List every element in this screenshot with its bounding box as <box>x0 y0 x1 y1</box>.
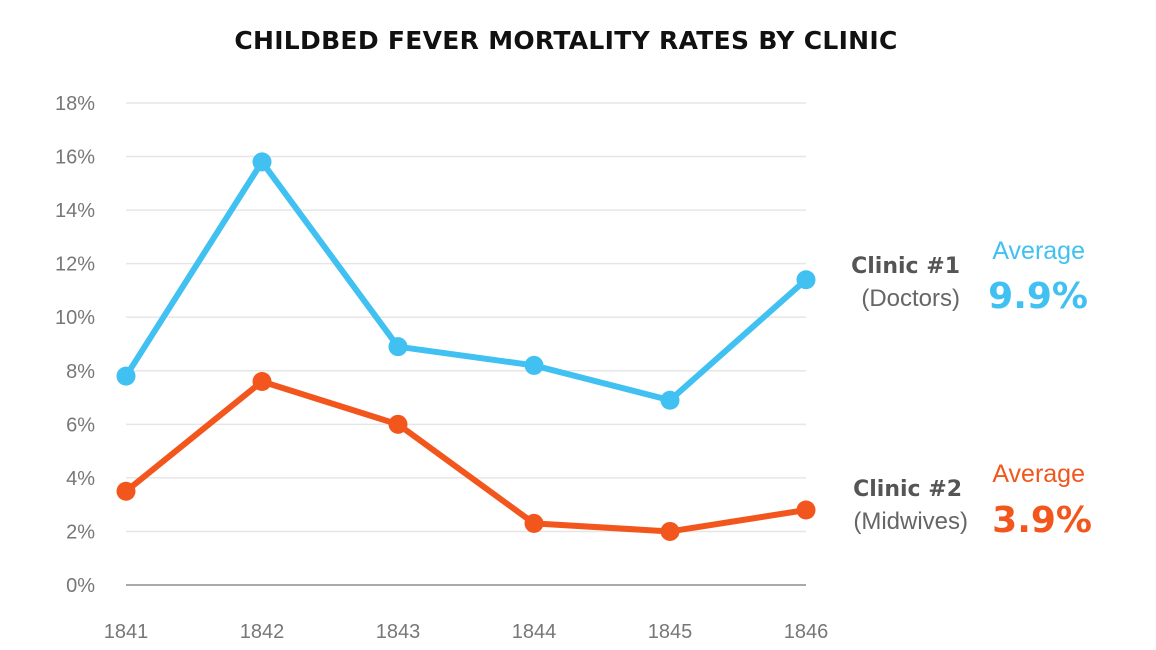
y-tick-label: 10% <box>55 307 95 329</box>
x-tick-label: 1845 <box>648 621 693 643</box>
series-label-clinic-1: Clinic #1 <box>851 254 960 279</box>
data-point-clinic-2 <box>252 371 272 391</box>
series-line-clinic-1 <box>123 158 808 404</box>
series-sub-clinic-1: (Doctors) <box>861 285 960 312</box>
data-point-clinic-1 <box>388 337 408 357</box>
series-line-clinic-2 <box>124 378 807 535</box>
x-tick-label: 1843 <box>376 621 421 643</box>
average-value-clinic-2: 3.9% <box>992 500 1092 541</box>
data-point-clinic-1 <box>116 366 136 386</box>
y-tick-label: 6% <box>66 414 95 436</box>
x-tick-label: 1842 <box>240 621 285 643</box>
x-tick-label: 1841 <box>104 621 149 643</box>
y-tick-label: 4% <box>66 468 95 490</box>
y-tick-label: 2% <box>66 521 95 543</box>
data-point-clinic-1 <box>796 270 816 290</box>
data-point-clinic-2 <box>524 513 544 533</box>
y-tick-label: 16% <box>55 147 95 169</box>
average-label-clinic-2: Average <box>992 460 1085 488</box>
chart-title: CHILDBED FEVER MORTALITY RATES BY CLINIC <box>234 26 897 55</box>
data-point-clinic-2 <box>796 500 816 520</box>
series-sub-clinic-2: (Midwives) <box>853 508 968 535</box>
average-value-clinic-1: 9.9% <box>988 276 1088 317</box>
data-point-clinic-1 <box>660 390 680 410</box>
data-point-clinic-1 <box>524 355 544 375</box>
y-tick-label: 18% <box>55 93 95 115</box>
x-tick-label: 1844 <box>512 621 557 643</box>
average-label-clinic-1: Average <box>992 237 1085 265</box>
data-point-clinic-2 <box>388 414 408 434</box>
y-tick-label: 14% <box>55 200 95 222</box>
series-label-clinic-2: Clinic #2 <box>853 477 962 502</box>
y-tick-label: 12% <box>55 254 95 276</box>
x-tick-label: 1846 <box>784 621 829 643</box>
data-point-clinic-2 <box>116 481 136 501</box>
y-tick-label: 8% <box>66 361 95 383</box>
data-point-clinic-2 <box>660 521 680 541</box>
data-point-clinic-1 <box>252 152 272 172</box>
y-tick-label: 0% <box>66 575 95 597</box>
